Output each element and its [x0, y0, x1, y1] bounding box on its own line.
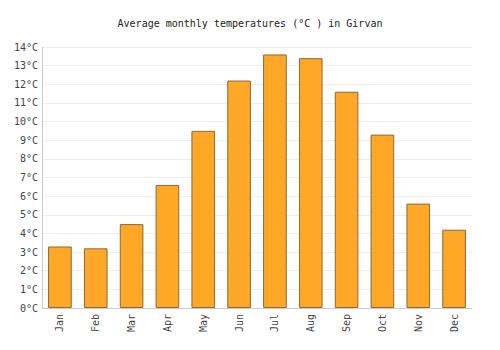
svg-text:7°C: 7°C — [20, 172, 38, 183]
svg-text:Jul: Jul — [269, 314, 280, 332]
svg-text:10°C: 10°C — [14, 116, 38, 127]
svg-text:12°C: 12°C — [14, 79, 38, 90]
svg-text:5°C: 5°C — [20, 209, 38, 220]
svg-text:8°C: 8°C — [20, 153, 38, 164]
svg-text:4°C: 4°C — [20, 228, 38, 239]
svg-text:Average monthly temperatures (: Average monthly temperatures (°C ) in Gi… — [118, 18, 383, 29]
svg-text:14°C: 14°C — [14, 42, 38, 53]
svg-text:1°C: 1°C — [20, 284, 38, 295]
svg-text:May: May — [198, 314, 209, 332]
svg-text:Jan: Jan — [54, 314, 65, 332]
svg-text:Nov: Nov — [413, 314, 424, 332]
svg-text:Sep: Sep — [341, 314, 352, 332]
svg-text:Mar: Mar — [126, 314, 137, 332]
svg-text:2°C: 2°C — [20, 265, 38, 276]
svg-text:11°C: 11°C — [14, 97, 38, 108]
svg-text:Feb: Feb — [90, 314, 101, 332]
svg-text:Oct: Oct — [377, 314, 388, 332]
svg-text:Aug: Aug — [305, 314, 316, 332]
svg-text:6°C: 6°C — [20, 191, 38, 202]
svg-text:13°C: 13°C — [14, 60, 38, 71]
svg-text:3°C: 3°C — [20, 247, 38, 258]
svg-text:Dec: Dec — [449, 314, 460, 332]
svg-text:Jun: Jun — [234, 314, 245, 332]
svg-text:Apr: Apr — [162, 314, 173, 332]
svg-text:9°C: 9°C — [20, 135, 38, 146]
svg-text:0°C: 0°C — [20, 303, 38, 314]
